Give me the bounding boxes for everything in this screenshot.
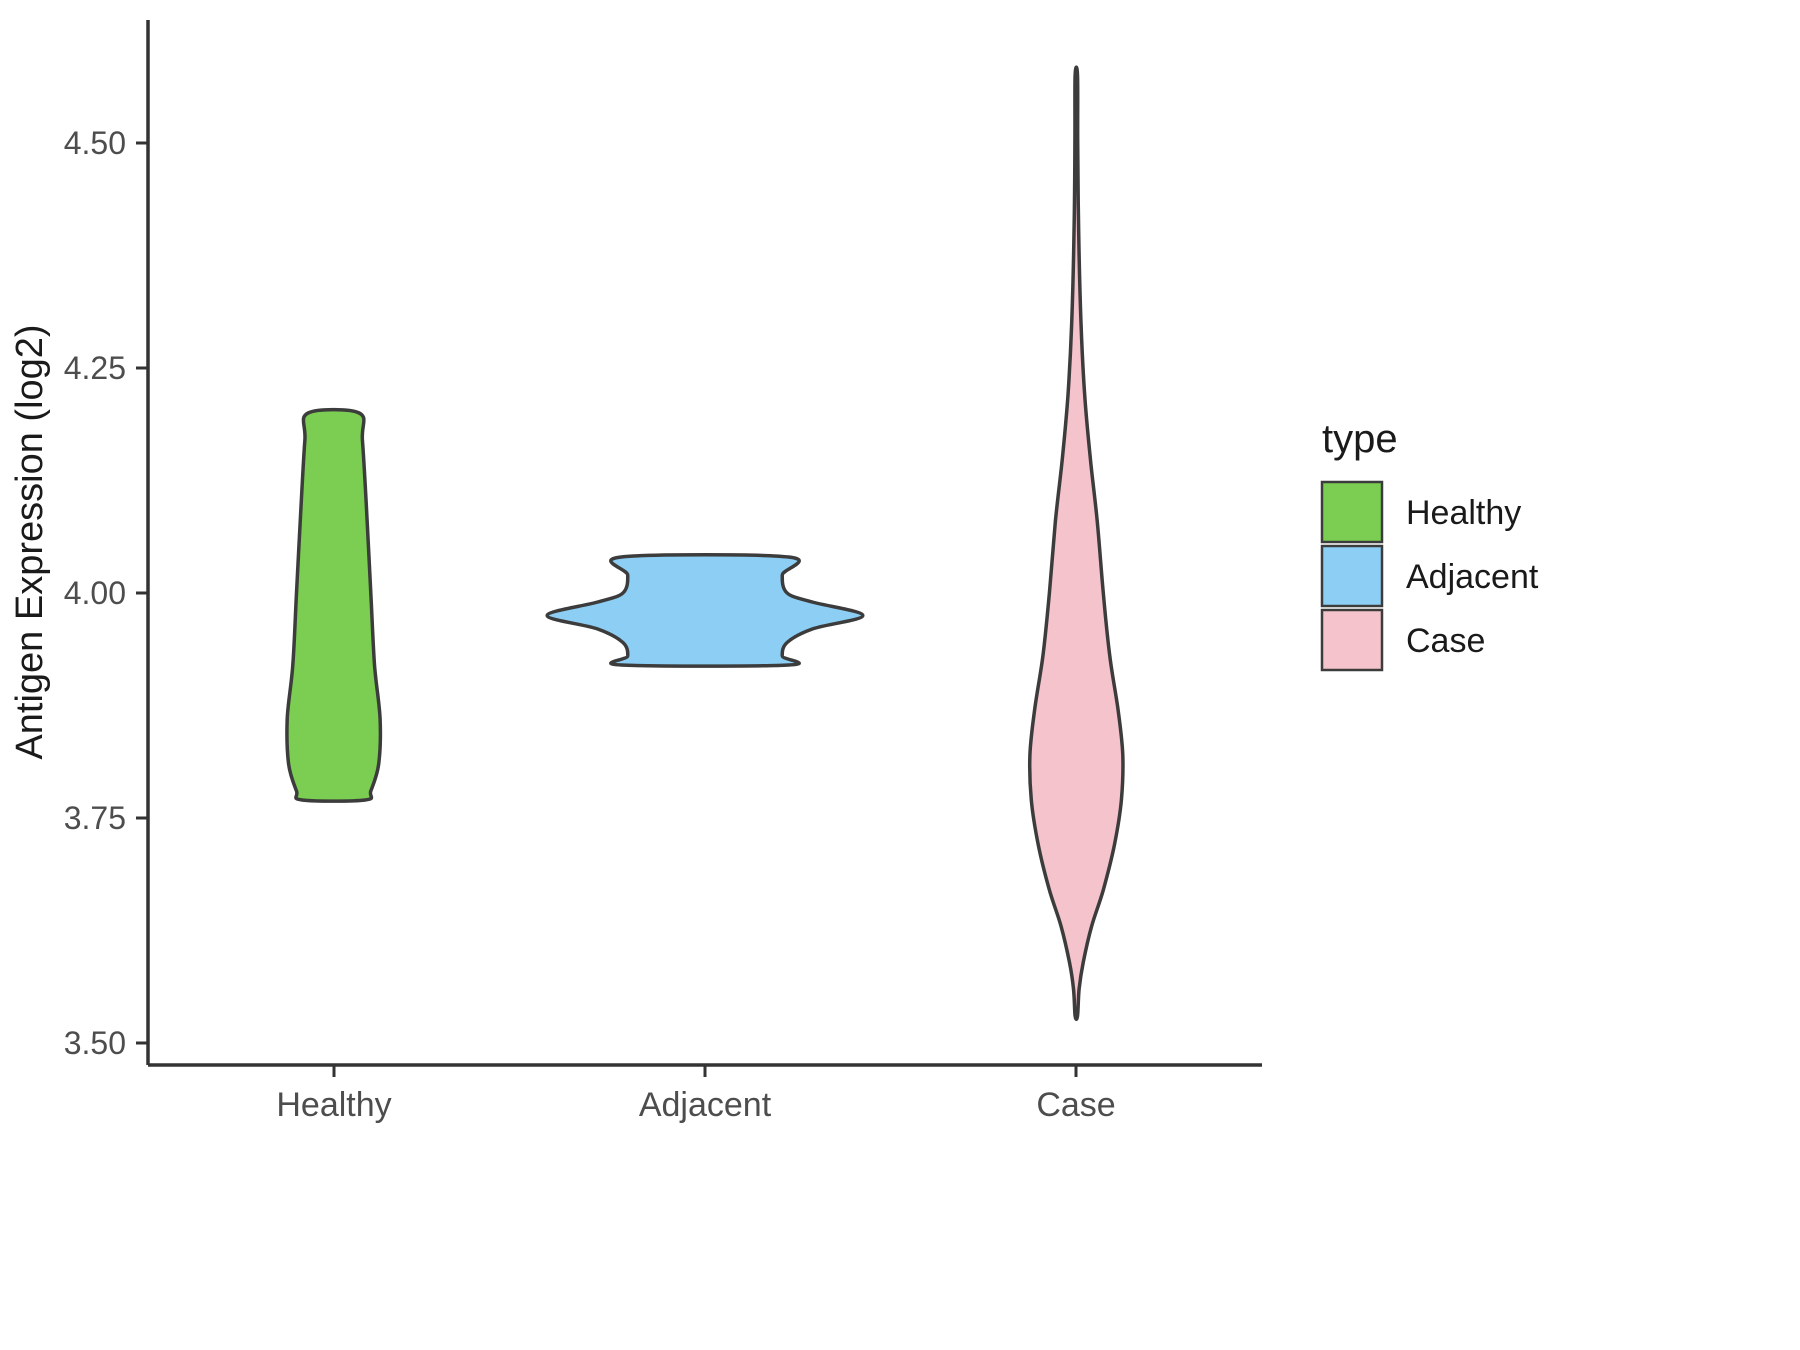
y-tick-label: 3.50 bbox=[64, 1025, 126, 1061]
legend-label-case: Case bbox=[1406, 622, 1485, 660]
x-category-label-case: Case bbox=[1036, 1086, 1115, 1124]
legend-label-adjacent: Adjacent bbox=[1406, 558, 1539, 596]
legend-key-adjacent bbox=[1320, 544, 1384, 608]
y-tick-label: 4.50 bbox=[64, 125, 126, 161]
y-tick-label: 4.00 bbox=[64, 575, 126, 611]
legend-key-case bbox=[1320, 608, 1384, 672]
x-category-label-healthy: Healthy bbox=[276, 1086, 391, 1124]
x-category-label-adjacent: Adjacent bbox=[639, 1086, 772, 1124]
legend: type Healthy Adjacent Case bbox=[1320, 417, 1539, 672]
legend-key-healthy bbox=[1320, 480, 1384, 544]
violin-adjacent bbox=[545, 553, 865, 668]
legend-title: type bbox=[1322, 417, 1398, 461]
violins-group bbox=[285, 65, 1125, 1022]
legend-label-healthy: Healthy bbox=[1406, 494, 1521, 532]
violin-case bbox=[1027, 65, 1125, 1022]
y-tick-label: 3.75 bbox=[64, 800, 126, 836]
y-axis-title: Antigen Expression (log2) bbox=[9, 324, 51, 759]
y-tick-label: 4.25 bbox=[64, 350, 126, 386]
violin-healthy bbox=[285, 407, 383, 803]
